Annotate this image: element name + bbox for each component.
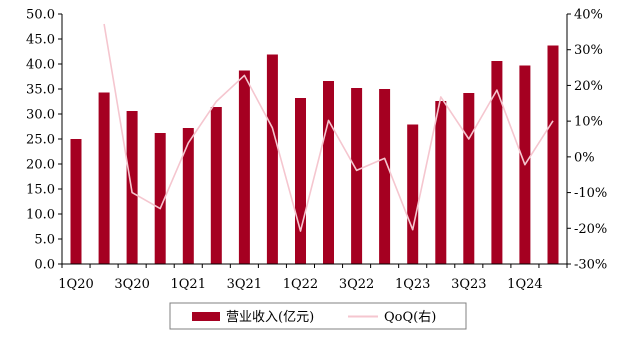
left-tick-label: 10.0: [26, 208, 55, 223]
right-tick-label: 0%: [574, 150, 595, 165]
x-tick-label: 1Q21: [171, 277, 206, 292]
bar-4q23: [491, 61, 503, 264]
left-tick-label: 35.0: [26, 83, 55, 98]
left-tick-label: 5.0: [34, 233, 55, 248]
bar-2q24: [547, 45, 559, 264]
right-tick-label: 20%: [574, 79, 603, 94]
left-tick-label: 45.0: [26, 33, 55, 48]
legend-label-qoq: QoQ(右): [384, 310, 436, 325]
x-tick-label: 3Q23: [451, 277, 486, 292]
left-tick-label: 50.0: [26, 8, 55, 23]
right-tick-label: 10%: [574, 115, 603, 130]
qoq-line: [103, 23, 554, 232]
left-tick-label: 0.0: [34, 258, 55, 273]
bar-3q23: [463, 93, 475, 264]
x-tick-label: 1Q24: [507, 277, 542, 292]
right-tick-label: 30%: [574, 43, 603, 58]
left-tick-label: 15.0: [26, 183, 55, 198]
bar-2q21: [210, 107, 222, 264]
x-tick-label: 1Q22: [283, 277, 318, 292]
bar-1q20: [70, 139, 82, 264]
x-tick-label: 3Q20: [114, 277, 149, 292]
x-tick-label: 3Q22: [339, 277, 374, 292]
bar-4q22: [379, 89, 391, 264]
bar-4q20: [154, 133, 166, 264]
bar-3q20: [126, 111, 138, 264]
left-tick-label: 25.0: [26, 133, 55, 148]
bar-2q20: [98, 92, 110, 264]
left-tick-label: 30.0: [26, 108, 55, 123]
x-tick-label: 1Q20: [58, 277, 93, 292]
left-tick-label: 20.0: [26, 158, 55, 173]
bar-4q21: [266, 54, 278, 264]
bar-1q23: [407, 124, 419, 264]
right-tick-label: -30%: [574, 258, 607, 273]
x-tick-label: 3Q21: [227, 277, 262, 292]
legend-label-revenue: 营业收入(亿元): [226, 310, 314, 325]
bar-1q21: [182, 128, 194, 264]
bar-3q21: [238, 70, 250, 264]
bar-1q22: [295, 98, 306, 264]
right-tick-label: -20%: [574, 222, 607, 237]
bar-2q22: [323, 81, 334, 264]
legend-bar-swatch: [192, 312, 220, 321]
bar-3q22: [351, 88, 363, 264]
right-tick-label: 40%: [574, 8, 603, 23]
x-tick-label: 1Q23: [395, 277, 430, 292]
bar-2q23: [435, 101, 447, 264]
left-tick-label: 40.0: [26, 58, 55, 73]
right-tick-label: -10%: [574, 186, 607, 201]
